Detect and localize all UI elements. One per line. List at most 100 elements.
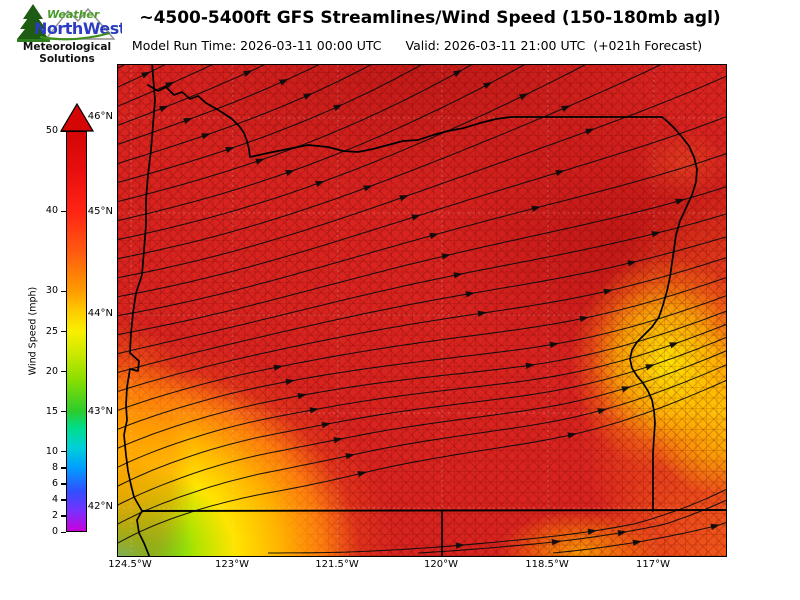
- valid-time: Valid: 2026-03-11 21:00 UTC (+021h Forec…: [405, 38, 703, 53]
- streamline-arrowhead: [441, 253, 451, 260]
- model-run-time: Model Run Time: 2026-03-11 00:00 UTC: [131, 38, 382, 53]
- colorbar: [66, 131, 87, 532]
- streamline: [118, 65, 213, 107]
- streamline: [118, 116, 726, 298]
- streamline-arrowhead: [452, 69, 463, 77]
- map-overlays: [118, 65, 726, 556]
- streamline-arrowhead: [285, 378, 295, 385]
- colorbar-tick-mark: [61, 210, 66, 212]
- streamline: [118, 257, 726, 392]
- streamline-arrowhead: [141, 71, 151, 79]
- colorbar-tick-label: 6: [51, 477, 58, 489]
- streamline-arrowhead: [587, 528, 597, 535]
- streamline-arrowhead: [567, 432, 577, 439]
- colorbar-tick-mark: [61, 483, 66, 485]
- streamline-arrowhead: [525, 362, 535, 369]
- colorbar-tick-label: 20: [45, 365, 58, 377]
- logo-subtitle: Meteorological Solutions: [12, 41, 122, 65]
- streamline-arrowhead: [159, 105, 169, 113]
- streamline: [268, 488, 726, 554]
- longitude-tick-label: 123°W: [215, 559, 249, 570]
- colorbar-tick-mark: [61, 515, 66, 517]
- streamline-arrowhead: [255, 158, 265, 165]
- colorbar-tick-mark: [61, 499, 66, 501]
- logo-swoosh: [39, 31, 111, 41]
- streamline-arrowhead: [333, 437, 343, 444]
- colorbar-tick-mark: [61, 411, 66, 413]
- streamline-arrowhead: [465, 291, 475, 298]
- streamline-arrowhead: [453, 272, 463, 279]
- streamline-arrowhead: [579, 315, 589, 323]
- colorbar-tick-label: 40: [45, 205, 58, 217]
- streamline-arrowhead: [279, 78, 289, 86]
- streamline-arrowhead: [617, 530, 627, 537]
- streamline: [118, 65, 125, 69]
- streamline-arrowhead: [597, 408, 607, 415]
- streamline-arrowhead: [675, 198, 685, 205]
- streamline-arrowhead: [303, 93, 313, 100]
- streamline-arrowhead: [321, 421, 331, 429]
- streamline-arrowhead: [309, 407, 319, 414]
- colorbar-tick-mark: [61, 290, 66, 293]
- colorbar-tick-label: 25: [45, 325, 58, 337]
- streamline: [118, 65, 472, 203]
- streamline-arrowhead: [621, 386, 631, 393]
- chart-subtitle: Model Run Time: 2026-03-11 00:00 UTC Vali…: [132, 38, 702, 53]
- streamline-arrowhead: [482, 82, 493, 90]
- streamline: [118, 323, 726, 468]
- longitude-tick-label: 120°W: [424, 559, 458, 570]
- streamline-arrowhead: [531, 205, 541, 212]
- streamline-arrowhead: [315, 180, 325, 188]
- logo-brand-top: Weather: [47, 8, 100, 21]
- border-42n-south: [141, 509, 726, 512]
- longitude-tick-label: 124.5°W: [108, 559, 152, 570]
- streamline-arrowhead: [429, 232, 439, 240]
- state-borders: [123, 65, 726, 556]
- wind-speed-heatmap: [118, 65, 726, 556]
- streamline-arrowhead: [710, 523, 720, 531]
- streamline-arrowhead: [477, 310, 487, 317]
- streamline: [118, 277, 726, 411]
- streamline-arrowhead: [632, 539, 642, 546]
- colorbar-tick-label: 50: [45, 125, 58, 136]
- streamline: [118, 213, 726, 355]
- streamline-arrowhead: [399, 195, 409, 202]
- colorbar-tick-mark: [61, 371, 66, 373]
- streamline: [118, 364, 726, 525]
- streamline-arrowhead: [627, 260, 637, 267]
- latitude-tick-label: 42°N: [87, 501, 113, 512]
- colorbar-tick-label: 10: [45, 445, 58, 457]
- streamline-arrowhead: [285, 170, 295, 177]
- colorbar-tick-mark: [61, 467, 66, 469]
- streamline-arrowhead: [201, 133, 211, 140]
- streamline-arrowhead: [455, 542, 465, 549]
- logo: Weather NorthWest Meteorological Solutio…: [10, 3, 122, 69]
- streamline-arrowhead: [357, 470, 367, 478]
- streamline-arrowhead: [669, 342, 679, 349]
- border-columbia-river-north: [147, 84, 663, 158]
- streamline-arrowhead: [585, 128, 595, 135]
- colorbar-tick-label: 4: [51, 493, 58, 505]
- colorbar-tick-label: 8: [51, 461, 58, 473]
- streamline: [118, 65, 525, 222]
- streamline: [118, 236, 726, 373]
- streamline: [118, 65, 320, 145]
- streamline-arrowhead: [165, 81, 175, 89]
- streamline-arrowhead: [551, 538, 561, 546]
- longitude-tick-label: 118.5°W: [525, 559, 569, 570]
- colorbar-tick-label: 15: [45, 405, 58, 417]
- tree-icon: [17, 4, 50, 42]
- longitude-tick-label: 121.5°W: [315, 559, 359, 570]
- streamline: [118, 75, 726, 279]
- chart-title: ~4500-5400ft GFS Streamlines/Wind Speed …: [139, 8, 721, 28]
- heatmap-hatch-texture: [118, 65, 726, 556]
- latitude-tick-label: 43°N: [87, 406, 113, 417]
- latitude-tick-label: 44°N: [87, 308, 113, 319]
- logo-graphic: Weather NorthWest: [17, 4, 122, 42]
- streamline-arrowhead: [363, 185, 373, 192]
- streamline-arrowhead: [225, 146, 235, 154]
- logo-brand-main: NorthWest: [34, 19, 122, 38]
- map-area: [117, 64, 727, 557]
- streamline: [118, 310, 726, 449]
